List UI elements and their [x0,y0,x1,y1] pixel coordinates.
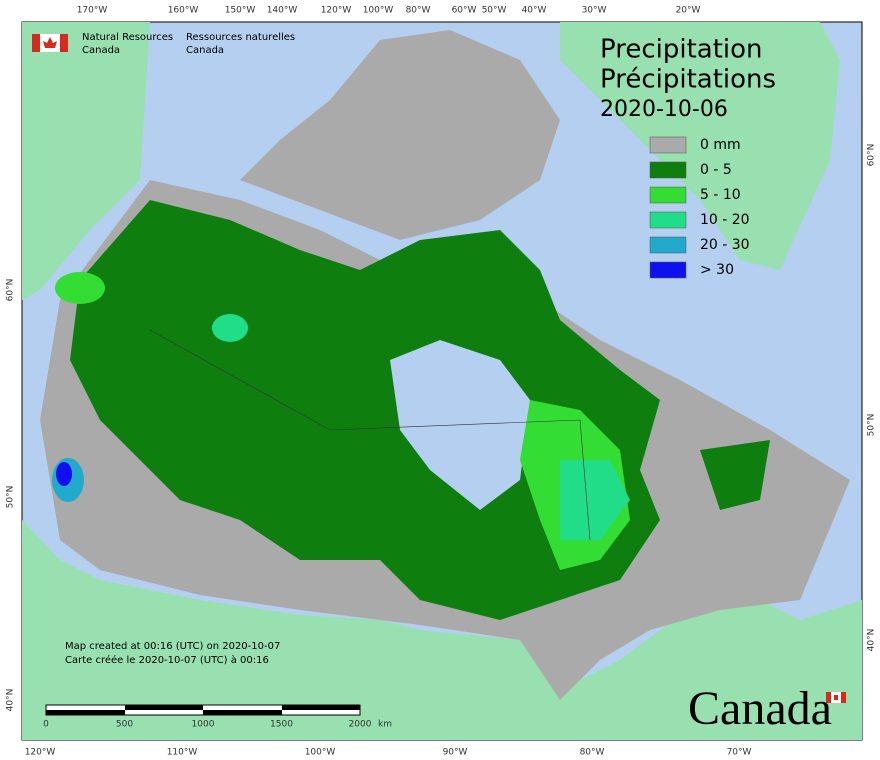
created-fr: Carte créée le 2020-10-07 (UTC) à 00:16 [65,654,269,666]
lon-label: 30°W [582,6,607,16]
top-axis: 170°W 160°W 150°W 140°W 120°W 100°W 80°W… [77,6,701,16]
precip-10-20 [560,460,630,540]
right-axis: 60°N 50°N 40°N [867,144,877,652]
legend-label: 0 mm [700,137,741,153]
lon-label: 160°W [168,6,199,16]
lon-label: 50°W [482,6,507,16]
lat-label: 40°N [6,689,16,712]
legend-swatch [649,186,687,204]
legend-swatch [649,136,687,154]
alaska [22,22,150,300]
legend-swatch [649,211,687,229]
lat-label: 60°N [6,279,16,302]
scale-segment [125,705,203,710]
flag-bar [841,692,846,703]
scale-unit: km [378,720,392,730]
lon-label: 70°W [727,748,752,758]
agency-fr: Ressources naturelles [186,32,295,43]
legend-label: > 30 [700,262,734,278]
title-date: 2020-10-06 [600,97,728,122]
legend-label: 20 - 30 [700,237,750,253]
lon-label: 110°W [167,748,198,758]
agency-en-country: Canada [82,45,120,56]
title-block: Precipitation Précipitations 2020-10-06 [600,35,776,123]
agency-en: Natural Resources [82,32,173,43]
lat-label: 50°N [867,414,877,437]
precip-5-10-west [55,272,105,304]
created-en: Map created at 00:16 (UTC) on 2020-10-07 [65,641,280,652]
footer-note: Map created at 00:16 (UTC) on 2020-10-07… [65,641,280,666]
scale-segment [282,705,360,710]
precip-0-5 [70,200,660,620]
lon-label: 80°W [406,6,431,16]
lon-label: 150°W [225,6,256,16]
scale-segment [203,710,282,715]
lon-label: 90°W [443,748,468,758]
legend-swatch [649,261,687,279]
precip-10-20-north [212,314,248,342]
lon-label: 120°W [25,748,56,758]
lon-label: 80°W [580,748,605,758]
scale-segment [46,710,125,715]
left-axis: 60°N 50°N 40°N [6,279,16,712]
scale-bar: 0 500 1000 1500 2000 km [43,704,392,730]
greenland [560,22,840,270]
scale-label: 0 [43,720,49,730]
legend-label: 5 - 10 [700,187,741,203]
scale-label: 1000 [192,720,215,730]
bottom-axis: 120°W 110°W 100°W 90°W 80°W 70°W [25,748,752,758]
scale-label: 500 [116,720,133,730]
agency-header: Natural Resources Canada Ressources natu… [32,32,295,56]
legend-swatch [649,236,687,254]
lon-label: 20°W [676,6,701,16]
scale-label: 2000 [349,720,372,730]
canada-wordmark: Canada [688,682,832,735]
flag-bar [60,34,68,52]
legend: 0 mm 0 - 5 5 - 10 10 - 20 20 - 30 > 30 [649,136,750,279]
precip-over-30 [56,462,72,486]
precip-0-5-east [700,440,770,510]
lon-label: 170°W [77,6,108,16]
arctic-islands [240,30,560,240]
flag-bar [826,692,831,703]
lon-label: 100°W [305,748,336,758]
flag-bar [32,34,40,52]
lat-label: 60°N [867,144,877,167]
maple-leaf [834,695,838,700]
map [21,21,863,741]
lon-label: 100°W [363,6,394,16]
title-fr: Précipitations [600,65,776,95]
usa [22,520,862,740]
borders [149,329,591,541]
lon-label: 140°W [267,6,298,16]
title-en: Precipitation [600,35,763,65]
agency-fr-country: Canada [186,45,224,56]
scale-label: 1500 [270,720,293,730]
lon-label: 40°W [522,6,547,16]
lon-label: 120°W [321,6,352,16]
lat-label: 50°N [6,486,16,509]
legend-label: 0 - 5 [700,162,732,178]
maple-leaf [43,37,57,48]
legend-swatch [649,161,687,179]
legend-label: 10 - 20 [700,212,750,228]
lat-label: 40°N [867,629,877,652]
wordmark: Canada [688,682,846,735]
lon-label: 60°W [452,6,477,16]
